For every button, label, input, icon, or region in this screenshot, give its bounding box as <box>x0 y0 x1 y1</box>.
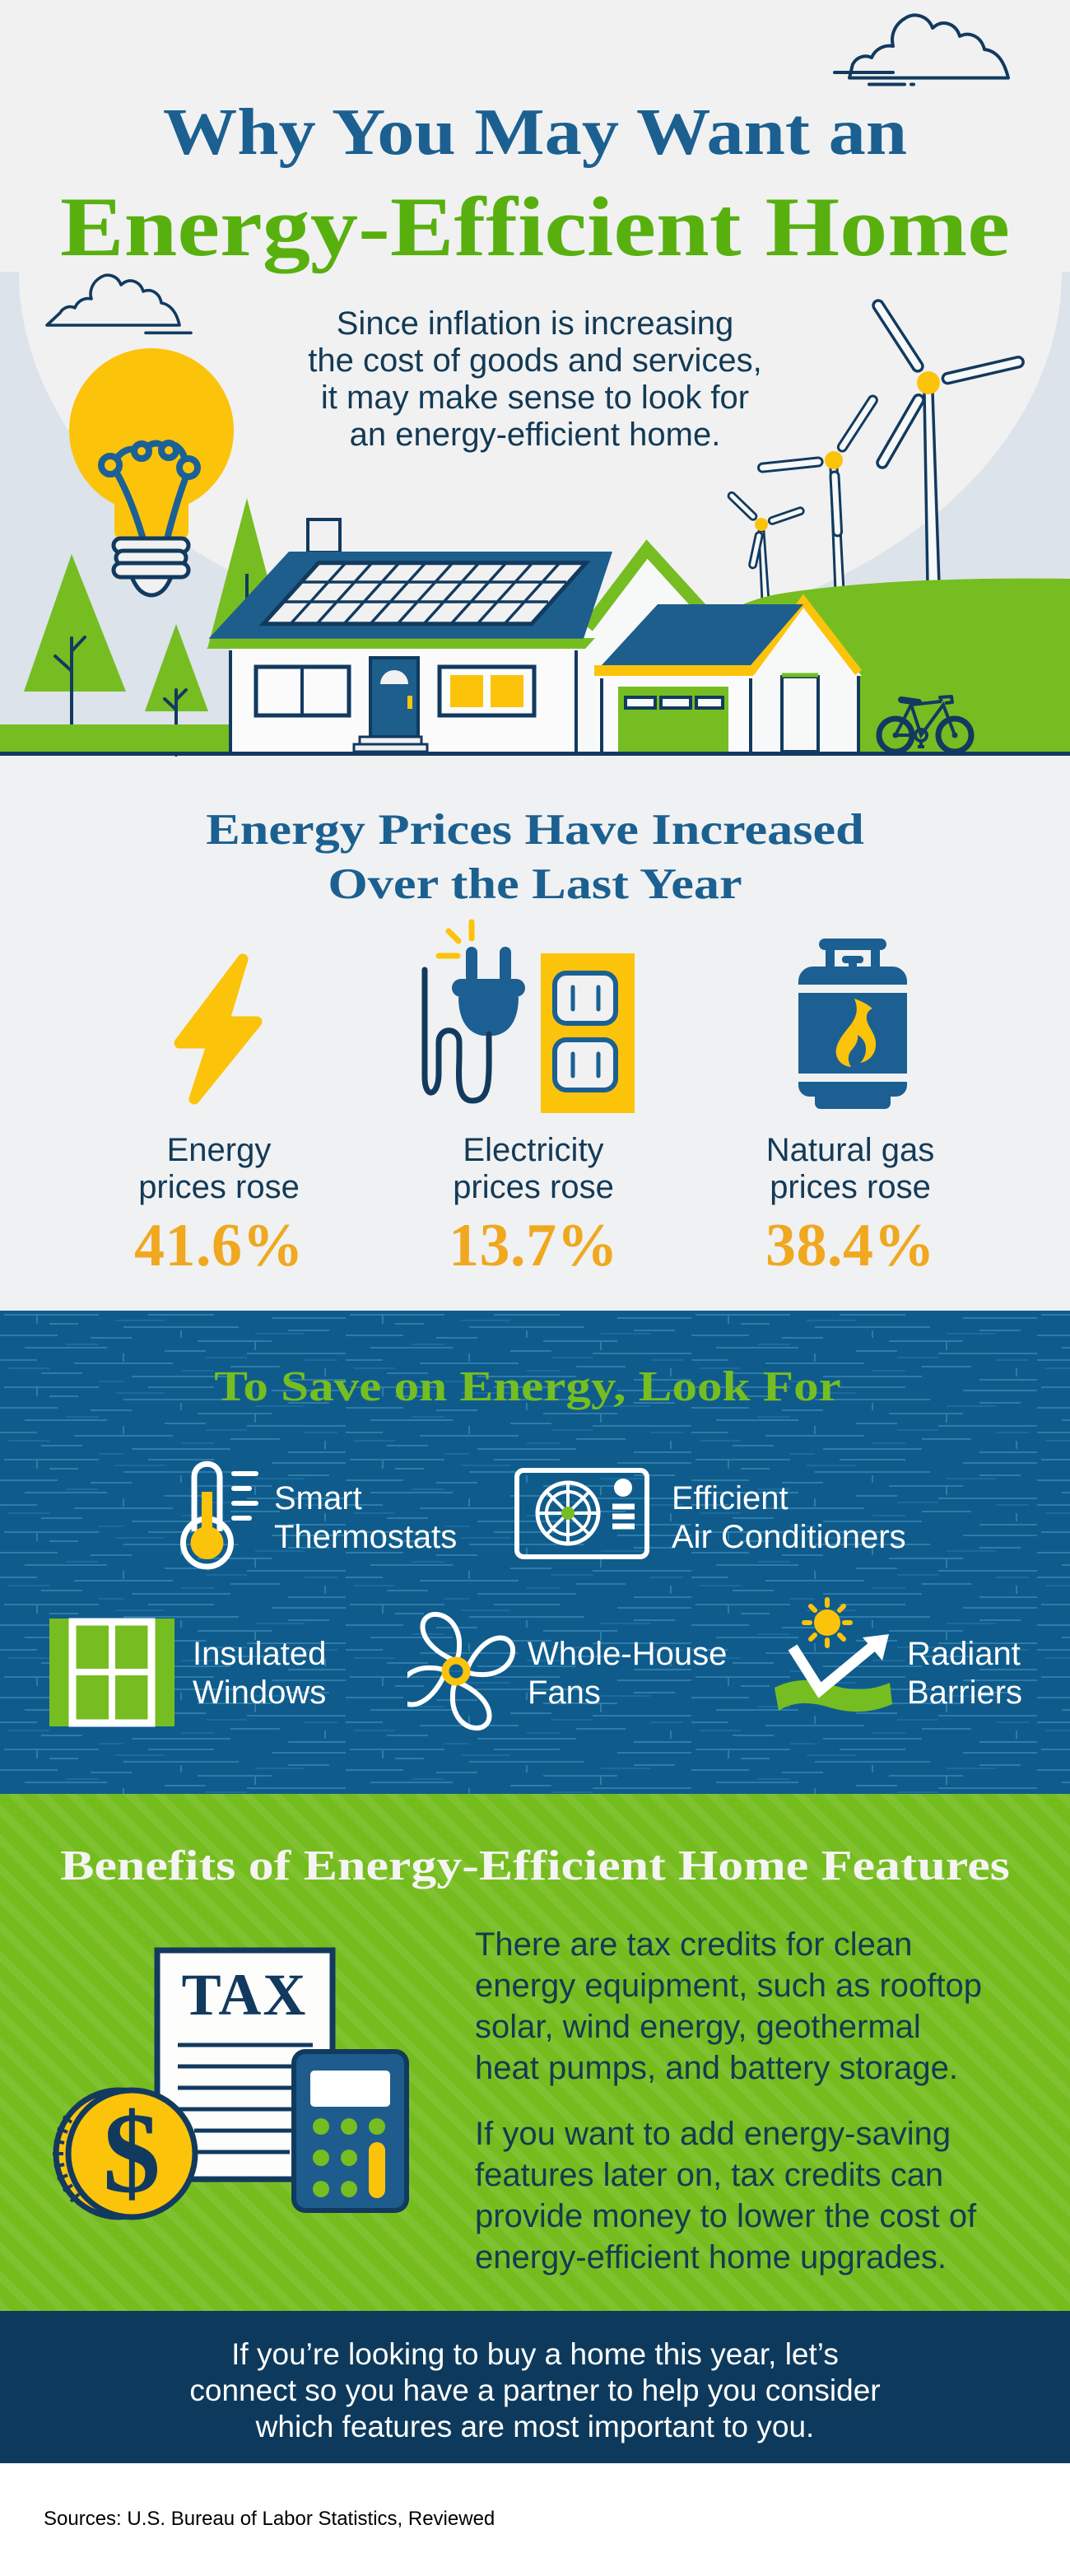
svg-text:TAX: TAX <box>182 1962 308 2028</box>
svg-text:$: $ <box>103 2089 160 2217</box>
